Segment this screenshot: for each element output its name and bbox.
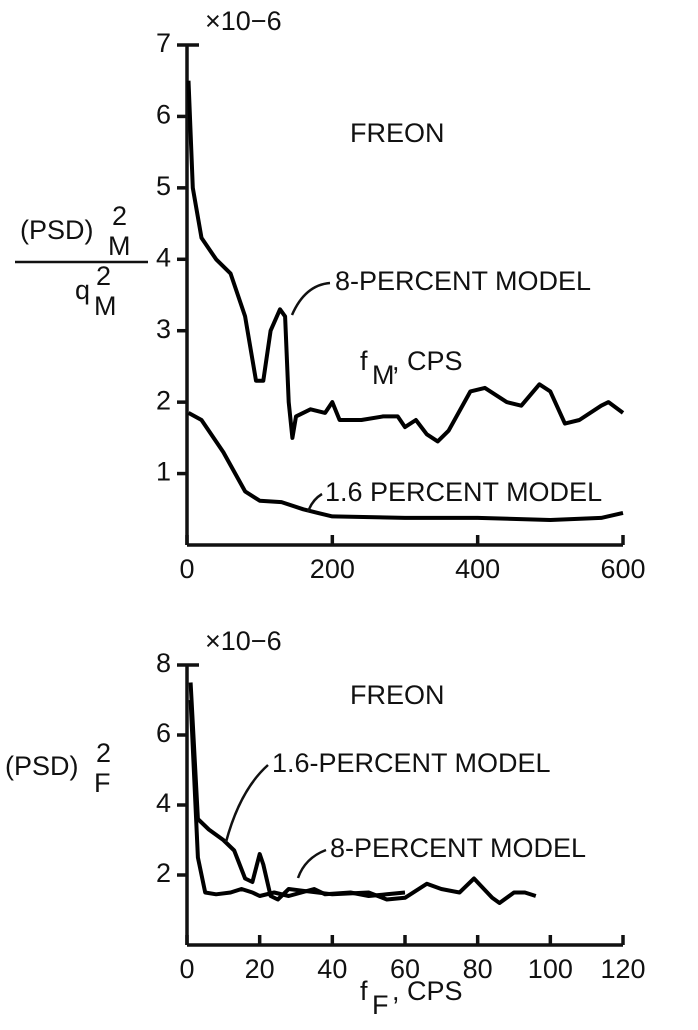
series-label: 8-PERCENT MODEL	[335, 266, 591, 296]
x-tick-label: 80	[463, 954, 493, 984]
x-label-suffix: , CPS	[392, 346, 463, 376]
x-tick-label: 40	[317, 954, 347, 984]
annotation: FREON	[350, 680, 445, 710]
y-label-sub: F	[94, 768, 111, 798]
series-line	[188, 699, 406, 898]
y-label-sup: 2	[96, 261, 111, 291]
x-tick-label: 20	[245, 954, 275, 984]
x-label-sub: F	[372, 990, 389, 1020]
y-label-sup: 2	[96, 738, 111, 768]
x-tick-label: 0	[179, 954, 194, 984]
y-multiplier: ×10−6	[205, 626, 282, 656]
series-label: 1.6-PERCENT MODEL	[272, 748, 551, 778]
x-label: f	[360, 346, 368, 376]
y-label-numerator: (PSD)	[5, 751, 79, 781]
series-label: 8-PERCENT MODEL	[330, 833, 586, 863]
y-tick-label: 2	[156, 858, 171, 888]
y-tick-label: 1	[156, 457, 171, 487]
series-label: 1.6 PERCENT MODEL	[325, 477, 602, 507]
y-tick-label: 6	[156, 100, 171, 130]
x-tick-label: 600	[600, 554, 645, 584]
x-tick-label: 100	[528, 954, 573, 984]
y-multiplier: ×10−6	[205, 6, 282, 36]
y-label-sub: M	[108, 231, 131, 261]
leader-line	[290, 281, 331, 316]
x-tick-label: 400	[455, 554, 500, 584]
x-label-suffix: , CPS	[392, 976, 463, 1006]
y-label-sup: 2	[112, 201, 127, 231]
x-label: f	[360, 976, 368, 1006]
series-line	[186, 80, 625, 444]
x-tick-label: 120	[600, 954, 645, 984]
series-line	[187, 411, 624, 522]
y-tick-label: 4	[156, 788, 171, 818]
y-tick-label: 5	[156, 171, 171, 201]
y-tick-label: 3	[156, 314, 171, 344]
leader-line	[296, 848, 327, 879]
y-tick-label: 2	[156, 385, 171, 415]
y-tick-label: 6	[156, 718, 171, 748]
annotation: FREON	[350, 118, 445, 148]
y-label-numerator: (PSD)	[20, 215, 94, 245]
y-label-sub: M	[94, 291, 117, 321]
x-tick-label: 60	[390, 954, 420, 984]
x-label-sub: M	[372, 360, 395, 390]
y-tick-label: 7	[156, 28, 171, 58]
y-label-denominator: q	[75, 275, 90, 305]
leader-line	[224, 764, 269, 843]
x-tick-label: 200	[310, 554, 355, 584]
x-tick-label: 0	[179, 554, 194, 584]
y-tick-label: 4	[156, 242, 171, 272]
series-line	[188, 682, 537, 905]
leader-line	[306, 492, 323, 513]
y-tick-label: 8	[156, 648, 171, 678]
